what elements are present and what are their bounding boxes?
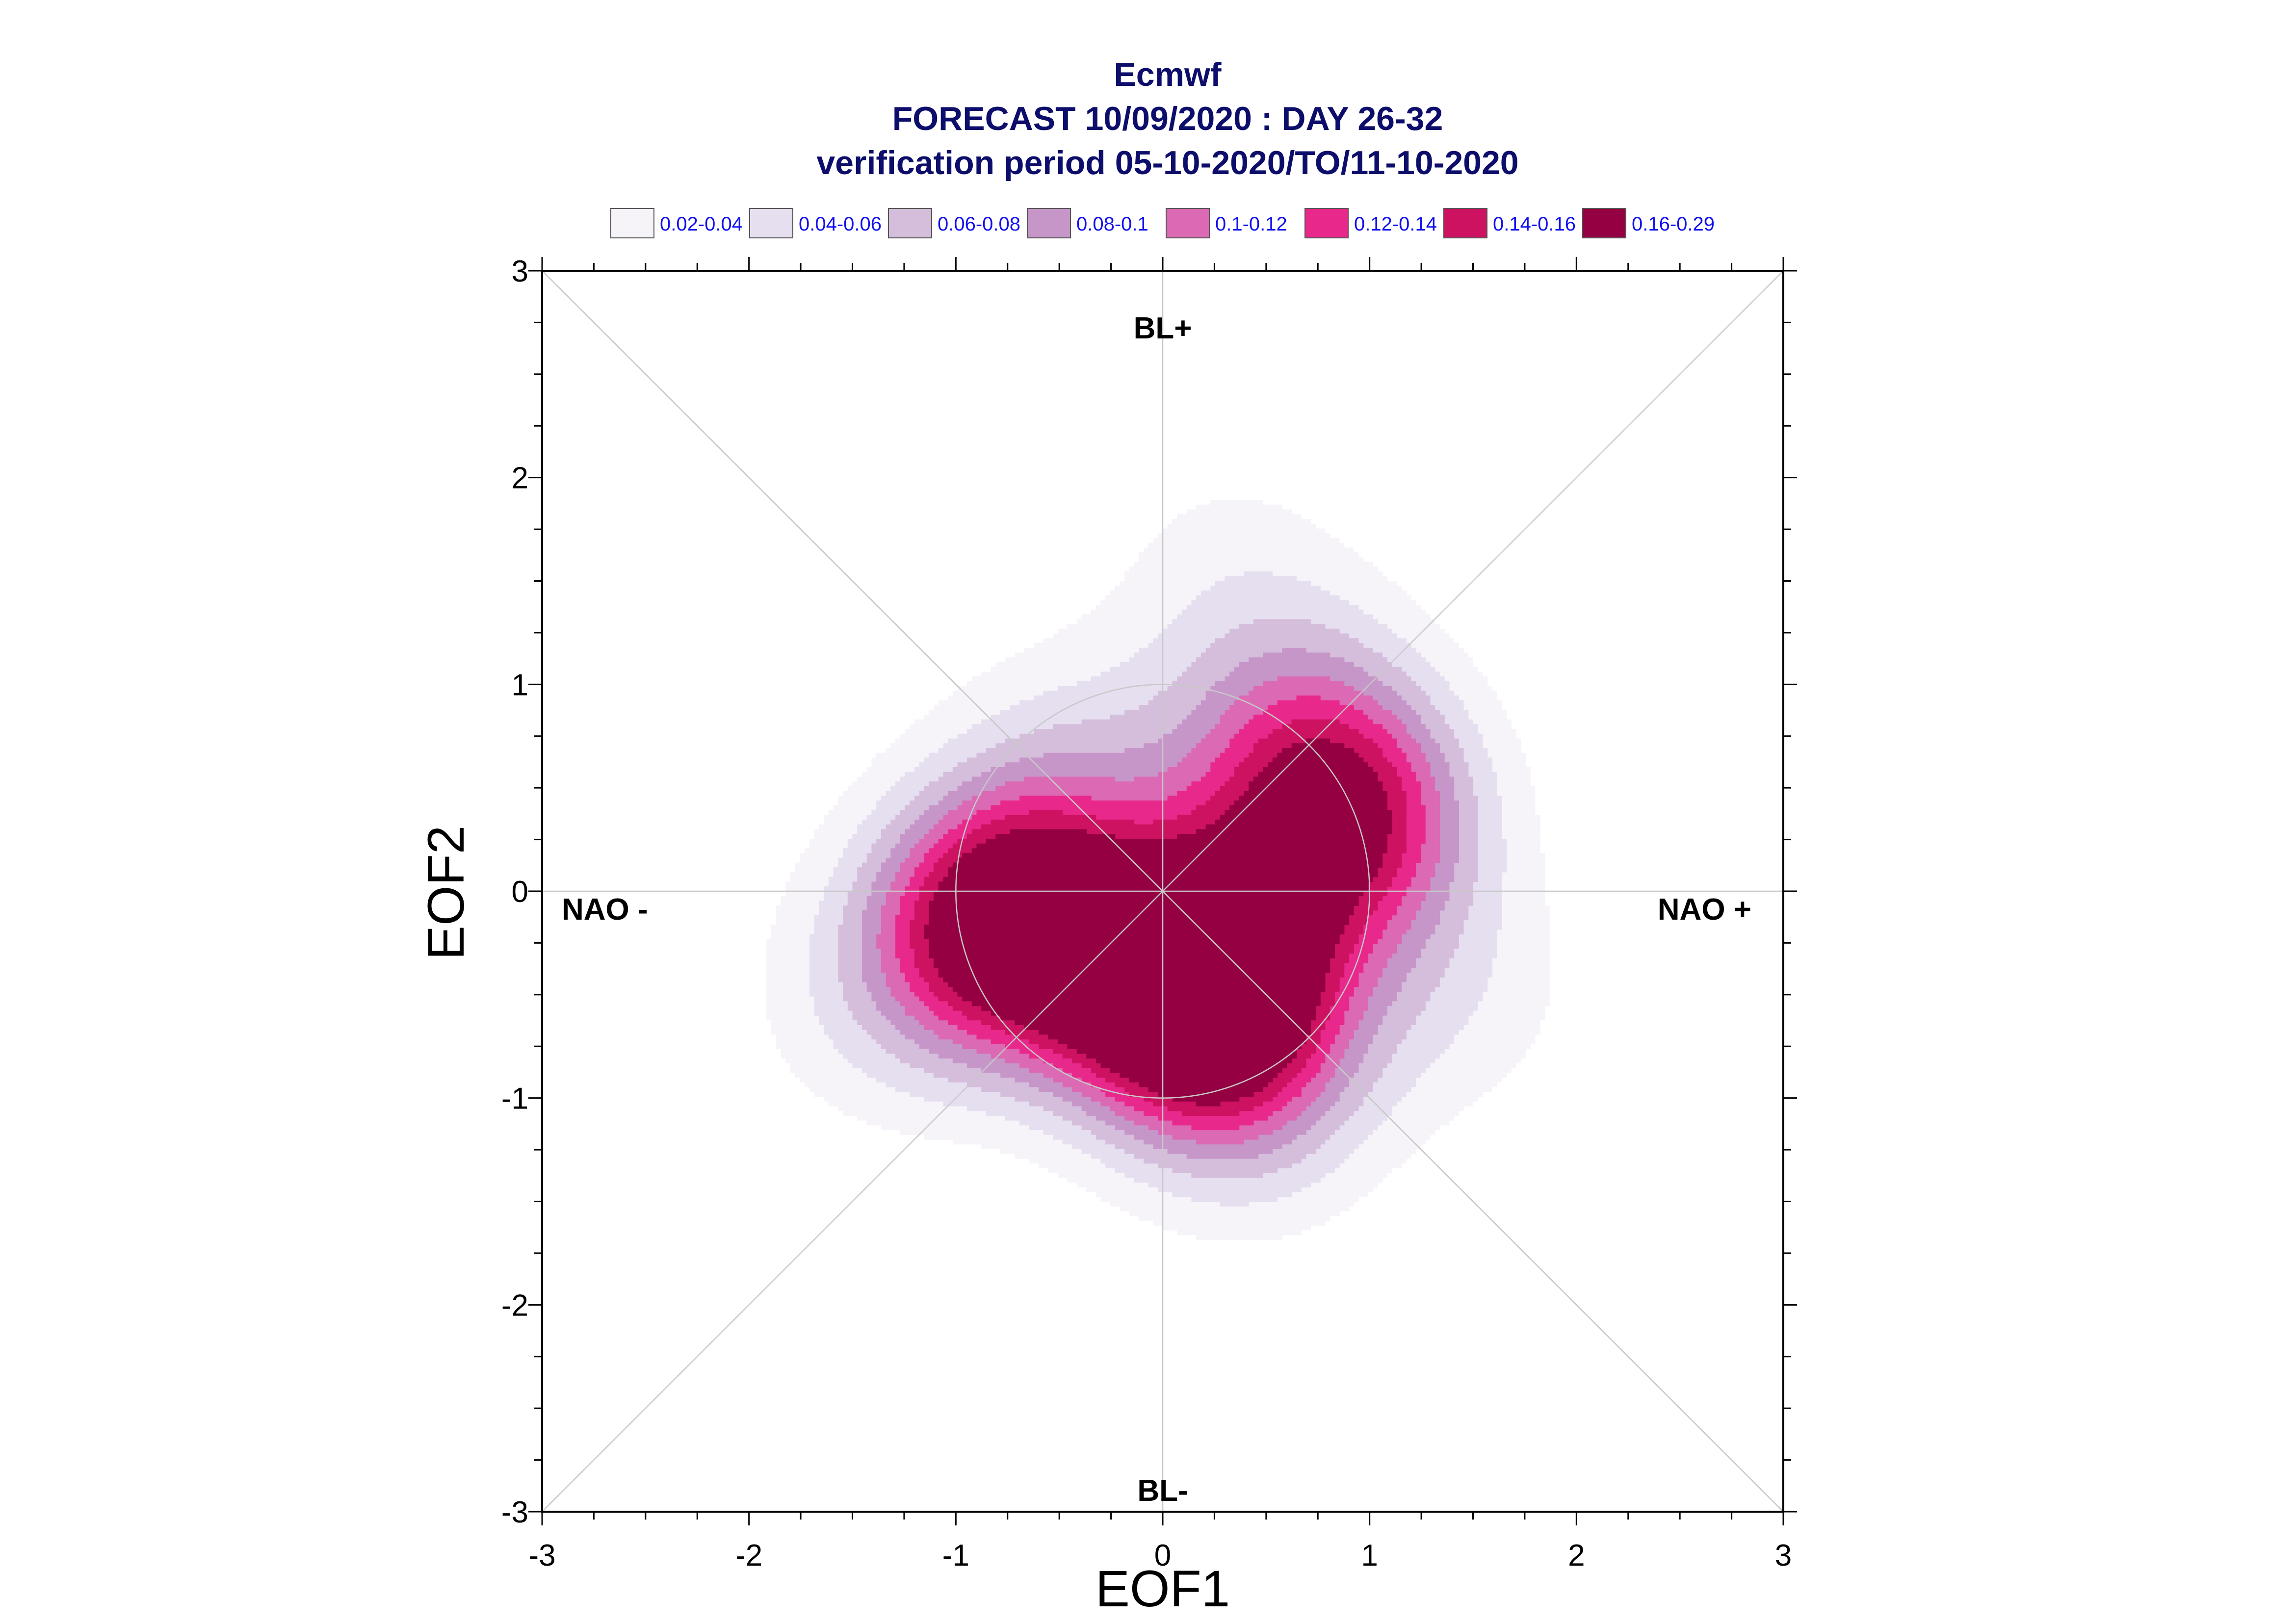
legend-swatch	[1582, 208, 1626, 238]
title-line-1: Ecmwf	[1114, 56, 1222, 93]
title-line-3: verification period 05-10-2020/TO/11-10-…	[816, 144, 1518, 181]
y-axis-label: EOF2	[417, 825, 475, 960]
density-contours	[766, 500, 1550, 1240]
legend-swatch	[749, 208, 793, 238]
y-tick-label: 2	[512, 462, 528, 495]
legend-label: 0.02-0.04	[660, 213, 743, 235]
x-tick-label: -2	[735, 1539, 762, 1572]
legend-label: 0.12-0.14	[1354, 213, 1437, 235]
y-tick-label: -2	[501, 1289, 528, 1322]
regime-labels: BL+ BL- NAO - NAO +	[562, 311, 1751, 1508]
reference-circle	[955, 684, 1370, 1099]
y-tick-label: 1	[512, 668, 528, 702]
legend-label: 0.14-0.16	[1493, 213, 1576, 235]
x-tick-label: 1	[1361, 1539, 1378, 1572]
y-tick-label: 0	[512, 875, 528, 909]
regime-label-nao-plus: NAO +	[1658, 893, 1751, 927]
x-tick-label: 0	[1154, 1539, 1171, 1572]
reference-lines	[542, 270, 1784, 1512]
legend-label: 0.06-0.08	[938, 213, 1020, 235]
legend-swatch	[610, 208, 654, 238]
title-line-2: FORECAST 10/09/2020 : DAY 26-32	[892, 100, 1443, 137]
legend: 0.02-0.04 0.04-0.06 0.06-0.08 0.08-0.1 0.1-0…	[610, 208, 1715, 238]
legend-swatch	[1027, 208, 1071, 238]
regime-label-bl-minus: BL-	[1137, 1474, 1188, 1508]
legend-label: 0.1-0.12	[1215, 213, 1287, 235]
x-axis-label: EOF1	[1095, 1560, 1230, 1618]
legend-swatch	[1166, 208, 1210, 238]
legend-label: 0.04-0.06	[799, 213, 882, 235]
x-tick-label: -3	[528, 1539, 555, 1572]
legend-swatch	[1443, 208, 1487, 238]
legend-label: 0.16-0.29	[1632, 213, 1715, 235]
x-tick-label: -1	[942, 1539, 969, 1572]
reference-line-diagonal-down	[542, 270, 1784, 1512]
regime-label-nao-minus: NAO -	[562, 893, 648, 927]
legend-label: 0.08-0.1	[1076, 213, 1148, 235]
regime-label-bl-plus: BL+	[1134, 311, 1192, 345]
y-tick-label: -1	[501, 1082, 528, 1116]
contour-band	[924, 738, 1392, 1107]
x-tick-label: 2	[1568, 1539, 1585, 1572]
y-tick-label: -3	[501, 1495, 528, 1529]
chart-title: Ecmwf FORECAST 10/09/2020 : DAY 26-32 ve…	[816, 56, 1518, 181]
x-tick-label: 3	[1775, 1539, 1792, 1572]
legend-swatch	[1304, 208, 1349, 238]
y-tick-label: 3	[512, 255, 528, 288]
axes: -3 -2 -1 0 1 2 3 -3 -2 -1 0 1 2 3	[501, 255, 1797, 1572]
legend-swatch	[888, 208, 932, 238]
